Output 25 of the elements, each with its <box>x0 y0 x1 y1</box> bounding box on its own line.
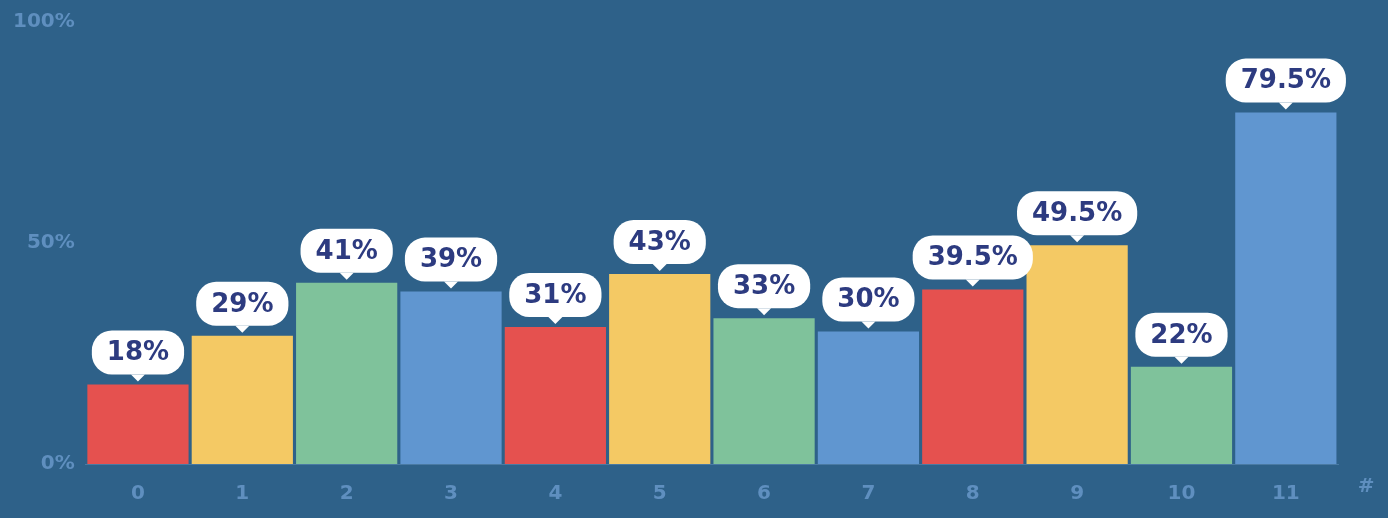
data-label: 49.5% <box>1032 196 1123 227</box>
bar <box>1130 366 1233 464</box>
bar <box>1026 245 1128 464</box>
data-label: 33% <box>732 269 796 300</box>
data-label: 22% <box>1150 318 1213 349</box>
bar <box>87 384 189 464</box>
data-label: 30% <box>837 283 900 314</box>
bar <box>296 282 398 464</box>
bar <box>817 331 920 464</box>
data-label: 29% <box>211 287 274 318</box>
bar <box>922 289 1024 464</box>
bar <box>713 318 815 464</box>
data-label: 79.5% <box>1240 64 1331 95</box>
bar <box>191 335 293 464</box>
data-label: 41% <box>315 234 378 265</box>
bar <box>609 273 711 464</box>
data-label: 39% <box>419 243 483 274</box>
data-label: 31% <box>524 278 587 309</box>
bar <box>400 291 502 464</box>
bar <box>1235 112 1337 464</box>
data-label: 18% <box>106 336 170 367</box>
x-axis-title: # <box>1357 473 1375 498</box>
data-label: 43% <box>628 225 691 256</box>
bar <box>504 326 606 464</box>
data-label: 39.5% <box>927 241 1018 272</box>
